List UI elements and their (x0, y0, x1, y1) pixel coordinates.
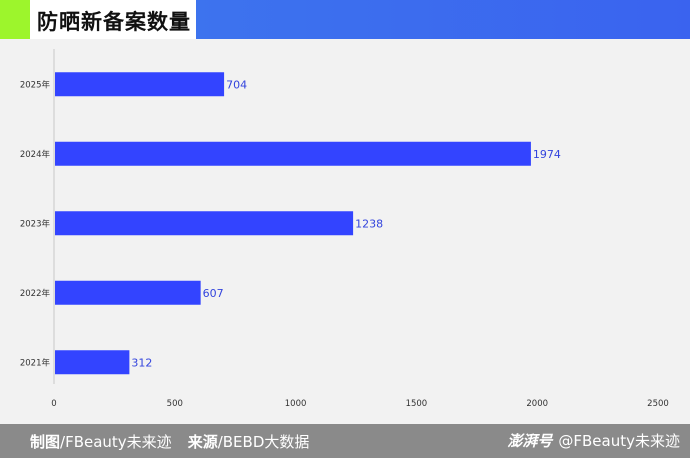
maker-value: /FBeauty未来迹 (60, 433, 172, 451)
footer-bar: 制图/FBeauty未来迹 来源/BEBD大数据 澎湃号 @FBeauty未来迹 (0, 424, 690, 458)
source-label: 来源 (187, 433, 218, 451)
bar-value-label: 704 (226, 78, 247, 91)
page-title: 防晒新备案数量 (37, 10, 191, 34)
bar-value-label: 607 (203, 287, 224, 300)
bar (55, 350, 130, 375)
bar-chart: 2025年 704 2024年 1974 2023年 1238 2022年 607 2021年 3… (20, 49, 669, 409)
title-box (30, 0, 196, 39)
bar-value-label: 1238 (355, 217, 383, 230)
bar (55, 141, 531, 166)
x-tick-label: 500 (167, 399, 183, 409)
watermark: 澎湃号 @FBeauty未来迹 (507, 430, 680, 451)
footer-credits: 制图/FBeauty未来迹 来源/BEBD大数据 (30, 431, 309, 452)
header-band (196, 0, 690, 39)
x-tick-label: 1000 (285, 399, 307, 409)
y-tick-label: 2023年 (20, 218, 51, 229)
y-tick-label: 2021年 (20, 357, 51, 368)
bar-value-label: 1974 (533, 148, 561, 161)
platform-handle: @FBeauty未来迹 (558, 432, 680, 450)
x-tick-label: 0 (51, 399, 56, 409)
x-tick-label: 2000 (526, 399, 548, 409)
y-tick-label: 2025年 (20, 79, 51, 90)
y-tick-label: 2022年 (20, 288, 51, 299)
header-bar: 防晒新备案数量 (0, 0, 690, 39)
platform-logo: 澎湃号 (507, 432, 553, 450)
bar-value-label: 312 (131, 356, 152, 369)
y-tick-label: 2024年 (20, 149, 51, 160)
accent-block (0, 0, 30, 39)
x-tick-label: 1500 (406, 399, 428, 409)
x-tick-label: 2500 (647, 399, 669, 409)
bar (55, 211, 354, 236)
bar (55, 280, 201, 305)
maker-label: 制图 (30, 433, 61, 451)
bar (55, 72, 225, 97)
source-value: /BEBD大数据 (217, 433, 310, 451)
